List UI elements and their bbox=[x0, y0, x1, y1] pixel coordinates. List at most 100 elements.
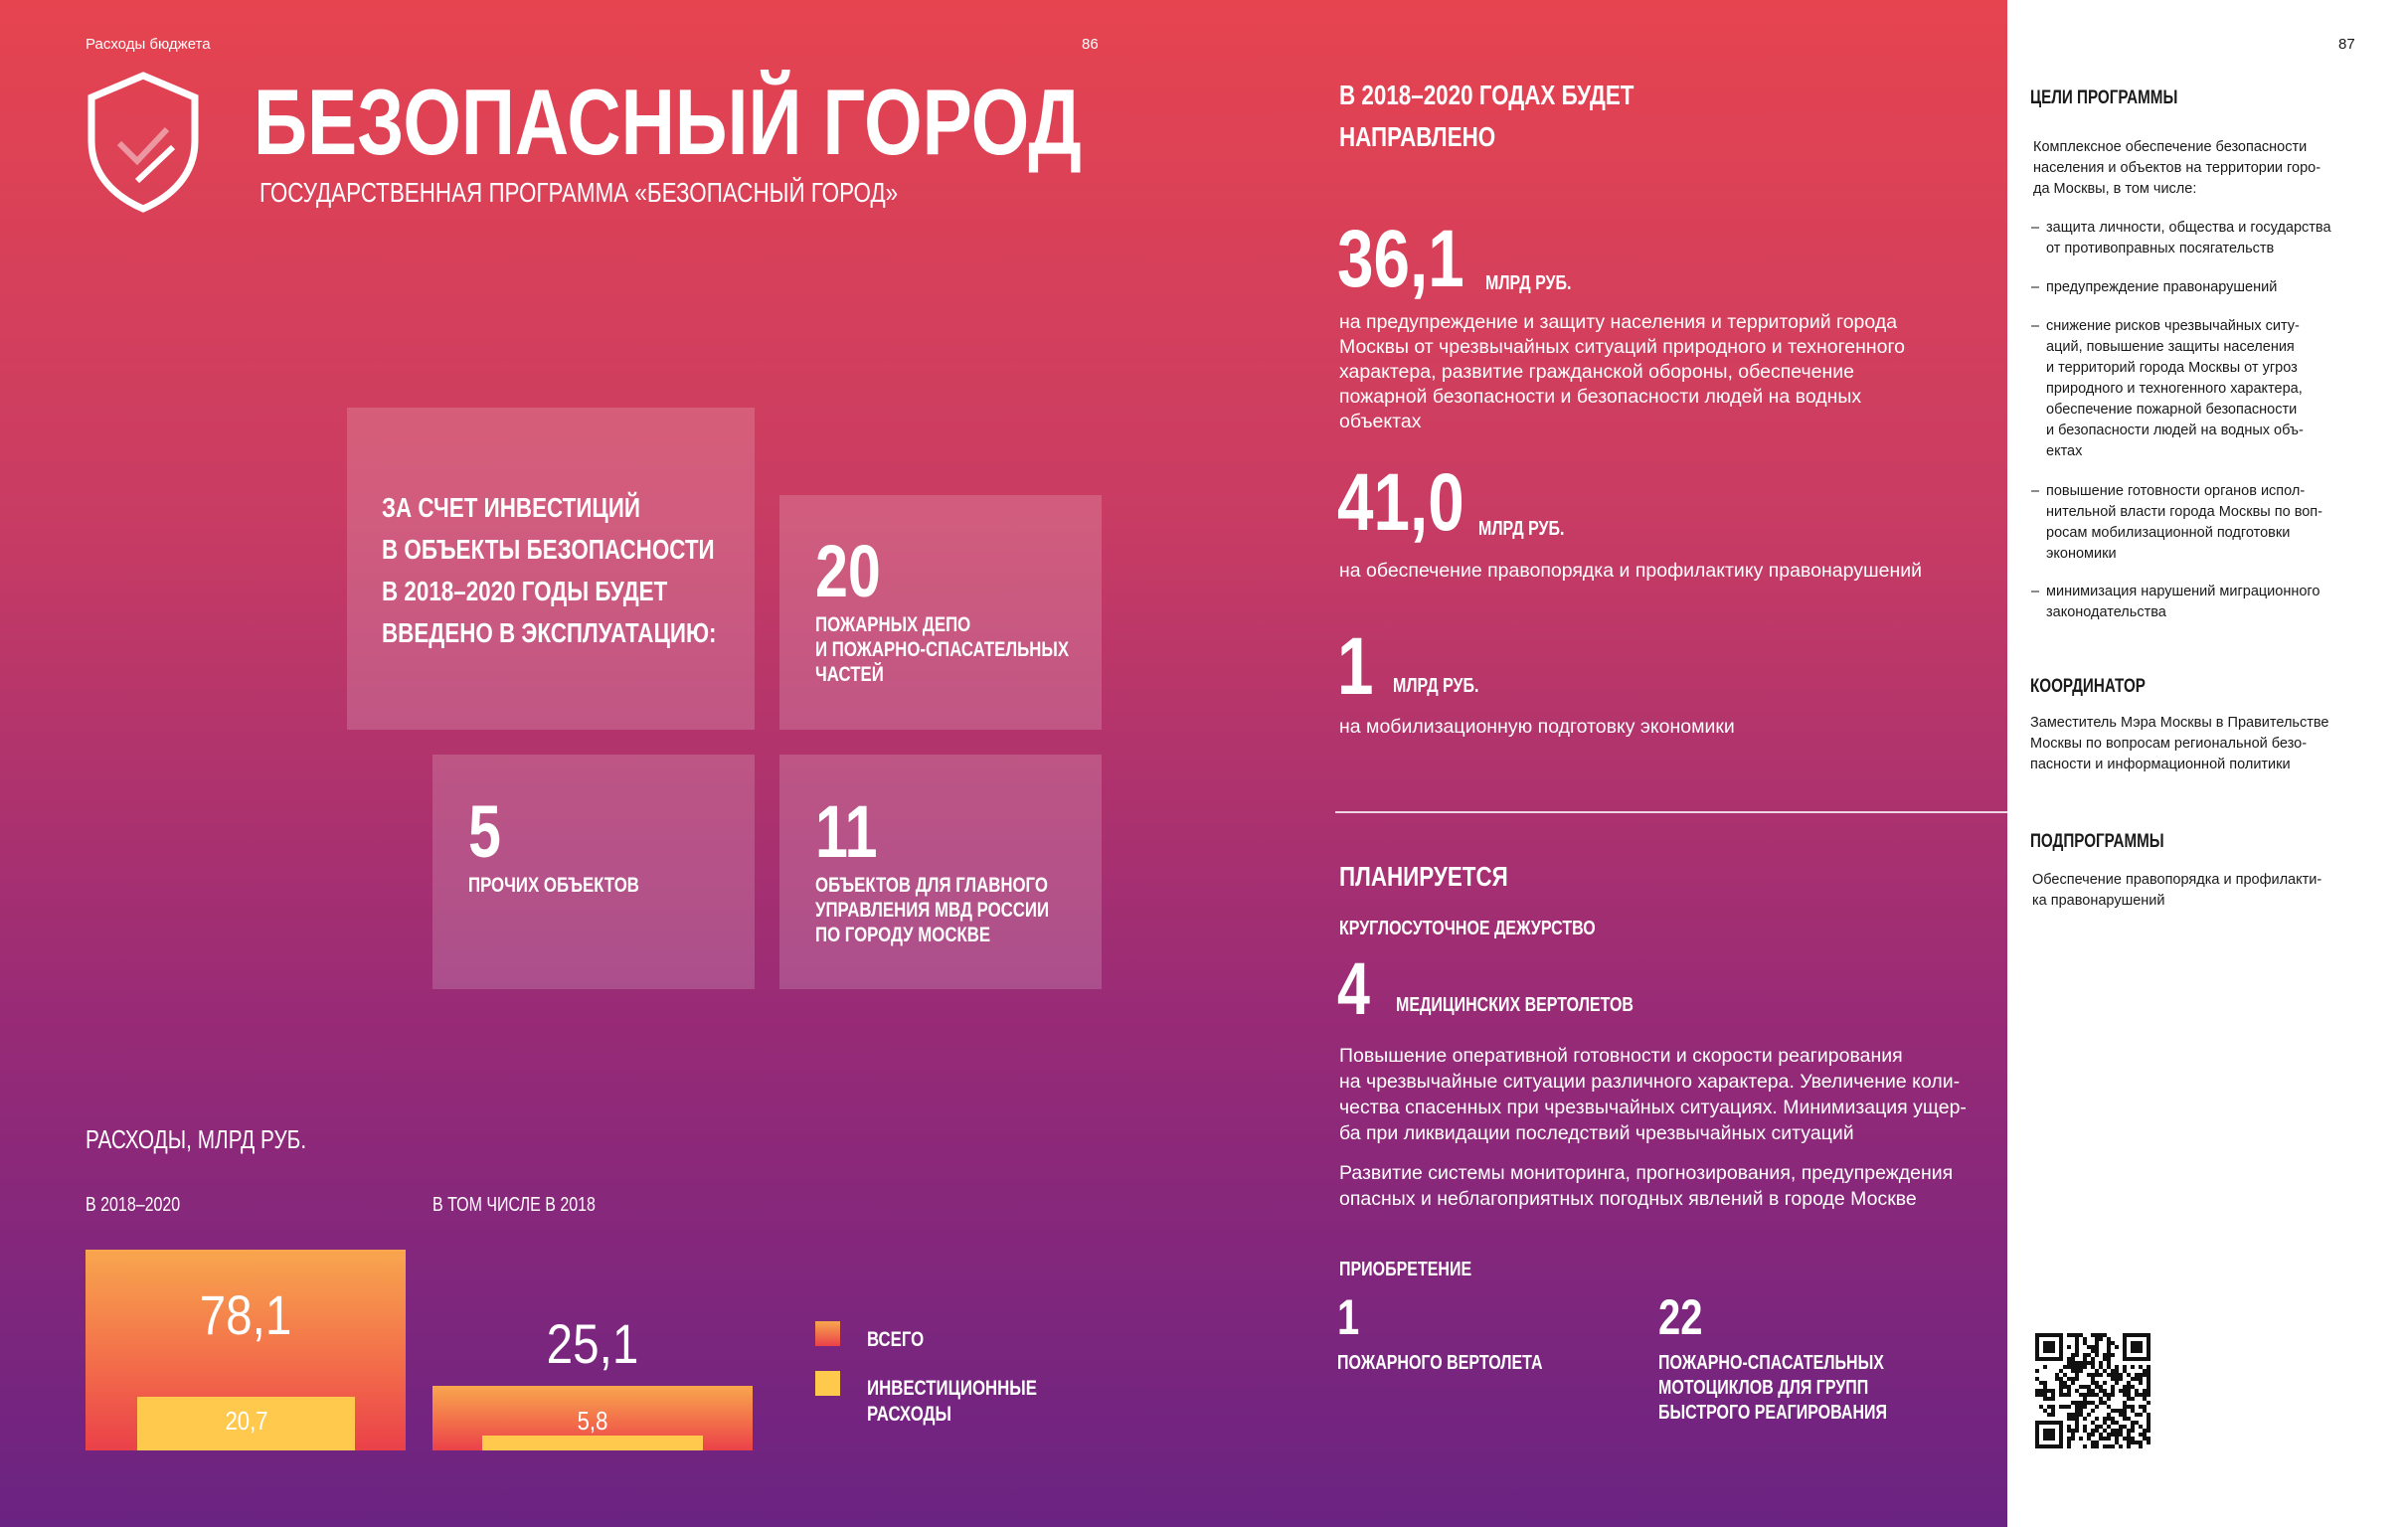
qr-module bbox=[2147, 1429, 2150, 1433]
qr-module bbox=[2103, 1417, 2107, 1421]
qr-module bbox=[2107, 1345, 2111, 1349]
qr-module bbox=[2071, 1437, 2075, 1441]
sidebar-text: да Москвы, в том числе: bbox=[2033, 181, 2197, 197]
qr-module bbox=[2079, 1409, 2083, 1413]
qr-module bbox=[2035, 1393, 2039, 1397]
qr-module bbox=[2127, 1373, 2131, 1377]
qr-module bbox=[2115, 1377, 2119, 1381]
qr-module bbox=[2127, 1381, 2131, 1385]
total-label: 25,1 bbox=[546, 1312, 639, 1376]
qr-module bbox=[2135, 1377, 2139, 1381]
qr-module bbox=[2067, 1444, 2071, 1448]
sidebar-heading: КООРДИНАТОР bbox=[2030, 676, 2146, 697]
qr-module bbox=[2091, 1393, 2095, 1397]
qr-module bbox=[2095, 1444, 2099, 1448]
sidebar-text: Обеспечение правопорядка и профилакти- bbox=[2032, 872, 2322, 888]
qr-module bbox=[2095, 1441, 2099, 1444]
qr-module bbox=[2075, 1353, 2079, 1357]
qr-module bbox=[2079, 1365, 2083, 1369]
qr-module bbox=[2095, 1341, 2099, 1345]
qr-module bbox=[2075, 1369, 2079, 1373]
qr-module bbox=[2095, 1349, 2099, 1353]
tile bbox=[779, 755, 1102, 989]
qr-module bbox=[2071, 1417, 2075, 1421]
qr-module bbox=[2059, 1377, 2063, 1381]
tile-intro: ЗА СЧЕТ ИНВЕСТИЦИЙ bbox=[382, 492, 640, 523]
tile-number: 11 bbox=[815, 790, 878, 873]
qr-module bbox=[2067, 1429, 2071, 1433]
qr-module bbox=[2071, 1433, 2075, 1437]
qr-module bbox=[2103, 1389, 2107, 1393]
purchase-value: 22 bbox=[1658, 1289, 1703, 1345]
qr-module bbox=[2103, 1333, 2107, 1337]
qr-module bbox=[2111, 1417, 2115, 1421]
purchase-label: МОТОЦИКЛОВ ДЛЯ ГРУПП bbox=[1658, 1377, 1869, 1399]
qr-module bbox=[2075, 1405, 2079, 1409]
qr-module bbox=[2035, 1377, 2039, 1381]
group-label: В 2018–2020 bbox=[86, 1194, 181, 1216]
qr-module bbox=[2071, 1381, 2075, 1385]
qr-module bbox=[2103, 1381, 2107, 1385]
qr-module bbox=[2127, 1433, 2131, 1437]
paragraph: ба при ликвидации последствий чрезвычайн… bbox=[1339, 1122, 1854, 1144]
qr-module bbox=[2087, 1361, 2091, 1365]
qr-module bbox=[2123, 1437, 2127, 1441]
qr-module bbox=[2115, 1373, 2119, 1377]
qr-module bbox=[2059, 1369, 2063, 1373]
qr-module bbox=[2075, 1409, 2079, 1413]
qr-module bbox=[2055, 1377, 2059, 1381]
sidebar-text: экономики bbox=[2046, 546, 2117, 562]
qr-module bbox=[2147, 1393, 2150, 1397]
qr-module bbox=[2075, 1337, 2079, 1341]
qr-module bbox=[2107, 1425, 2111, 1429]
qr-module bbox=[2083, 1397, 2087, 1401]
qr-module bbox=[2091, 1361, 2095, 1365]
qr-module bbox=[2131, 1385, 2135, 1389]
qr-module bbox=[2099, 1425, 2103, 1429]
qr-module bbox=[2051, 1397, 2055, 1401]
qr-module bbox=[2079, 1385, 2083, 1389]
qr-module bbox=[2067, 1389, 2071, 1393]
qr-module bbox=[2067, 1441, 2071, 1444]
funding-text: объектах bbox=[1339, 411, 1422, 432]
qr-module bbox=[2043, 1389, 2047, 1393]
tile-intro: В 2018–2020 ГОДЫ БУДЕТ bbox=[382, 576, 668, 606]
bullet-dash: – bbox=[2031, 279, 2040, 295]
funding-amount: 1 bbox=[1337, 621, 1374, 712]
tile-number: 20 bbox=[815, 530, 881, 612]
qr-module bbox=[2099, 1389, 2103, 1393]
qr-module bbox=[2107, 1349, 2111, 1353]
qr-module bbox=[2139, 1425, 2143, 1429]
qr-module bbox=[2075, 1425, 2079, 1429]
qr-module bbox=[2127, 1389, 2131, 1393]
qr-module bbox=[2103, 1353, 2107, 1357]
funding-text: Москвы от чрезвычайных ситуаций природно… bbox=[1339, 336, 1906, 358]
qr-module bbox=[2035, 1389, 2039, 1393]
funding-text: пожарной безопасности и безопасности люд… bbox=[1339, 386, 1862, 408]
qr-module bbox=[2071, 1377, 2075, 1381]
sidebar-text: и безопасности людей на водных объ- bbox=[2046, 423, 2304, 438]
qr-module bbox=[2139, 1393, 2143, 1397]
qr-module bbox=[2143, 1405, 2147, 1409]
sidebar-text: минимизация нарушений миграционного bbox=[2046, 584, 2321, 599]
qr-module bbox=[2143, 1437, 2147, 1441]
tile-label: ПОЖАРНЫХ ДЕПО bbox=[815, 613, 971, 636]
qr-module bbox=[2047, 1405, 2051, 1409]
sidebar-text: Заместитель Мэра Москвы в Правительстве bbox=[2030, 715, 2329, 731]
qr-module bbox=[2143, 1397, 2147, 1401]
legend-label: ИНВЕСТИЦИОННЫЕ РАСХОДЫ bbox=[867, 1377, 1037, 1426]
qr-module bbox=[2123, 1409, 2127, 1413]
qr-module bbox=[2099, 1361, 2103, 1365]
purchase-label: ПОЖАРНОГО ВЕРТОЛЕТА bbox=[1337, 1352, 1543, 1374]
qr-module bbox=[2131, 1405, 2135, 1409]
sidebar-text: аций, повышение защиты населения bbox=[2046, 339, 2295, 355]
page-number: 86 bbox=[1082, 36, 1099, 53]
funding-text: на мобилизационную подготовку экономики bbox=[1339, 716, 1735, 738]
bullet-dash: – bbox=[2031, 318, 2040, 334]
qr-module bbox=[2107, 1357, 2111, 1361]
qr-module bbox=[2111, 1369, 2115, 1373]
sidebar-text: обеспечение пожарной безопасности bbox=[2046, 402, 2298, 418]
qr-module bbox=[2059, 1389, 2063, 1393]
qr-module bbox=[2075, 1341, 2079, 1345]
qr-module bbox=[2123, 1425, 2127, 1429]
